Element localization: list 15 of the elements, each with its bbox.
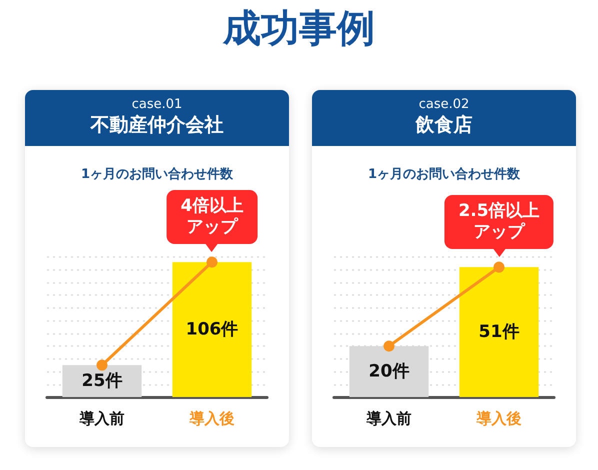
data-label: 20件 xyxy=(368,362,410,382)
chart-title: case.02 飲食店 xyxy=(414,96,474,138)
data-label: 25件 xyxy=(82,371,122,392)
data-label: 106件 xyxy=(186,320,238,340)
annotation: 4倍以上アップ xyxy=(180,196,244,238)
data-label: 51件 xyxy=(478,322,520,342)
annotation: 2.5倍以上アップ xyxy=(458,201,540,244)
chart-subtitle: 1ヶ月のお問い合わせ件数 xyxy=(368,166,520,184)
x-tick-label: 導入前 xyxy=(366,410,412,428)
x-tick-label: 導入後 xyxy=(476,410,522,428)
x-tick-label: 導入後 xyxy=(188,410,234,428)
chart-subtitle: 1ヶ月のお問い合わせ件数 xyxy=(80,166,234,184)
chart-title: case.01 不動産仲介会社 xyxy=(89,96,224,138)
x-tick-label: 導入前 xyxy=(78,410,124,428)
text: 成功事例 xyxy=(223,5,375,52)
